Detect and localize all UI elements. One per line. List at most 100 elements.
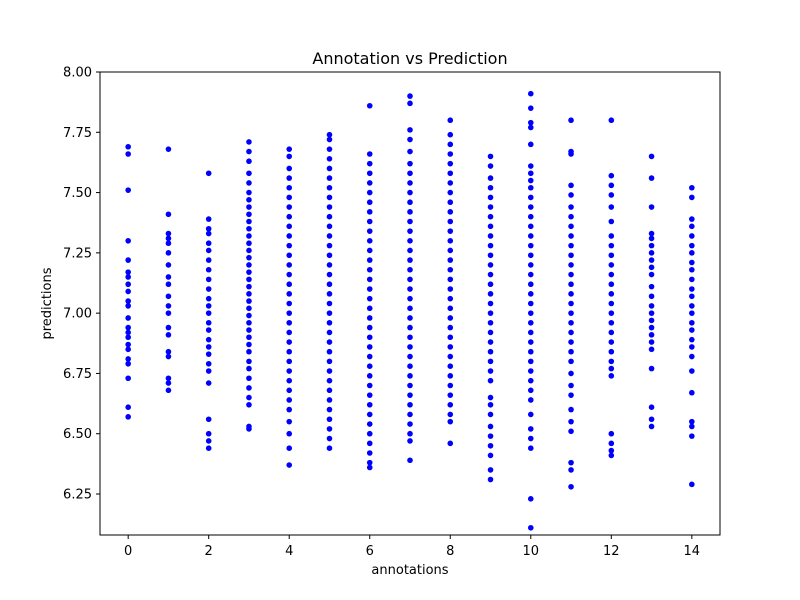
scatter-point xyxy=(205,295,212,302)
scatter-point xyxy=(125,143,131,150)
scatter-point xyxy=(648,339,655,345)
scatter-point xyxy=(568,242,574,249)
scatter-point xyxy=(608,348,615,355)
scatter-point xyxy=(205,247,212,254)
scatter-point xyxy=(366,315,373,321)
scatter-point xyxy=(366,276,373,283)
scatter-point xyxy=(286,348,293,355)
scatter-point xyxy=(568,151,574,157)
scatter-point xyxy=(608,233,615,239)
scatter-point xyxy=(447,131,454,138)
scatter-point xyxy=(527,445,534,451)
scatter-point xyxy=(447,276,454,283)
scatter-point xyxy=(527,177,534,184)
scatter-point xyxy=(366,324,373,331)
scatter-point xyxy=(447,141,454,148)
scatter-point xyxy=(689,223,695,230)
scatter-point xyxy=(286,281,293,288)
scatter-point xyxy=(125,238,131,244)
scatter-point xyxy=(407,324,413,331)
scatter-point xyxy=(246,327,252,333)
scatter-point xyxy=(527,358,534,365)
scatter-point xyxy=(568,204,574,210)
scatter-point xyxy=(326,156,333,162)
scatter-point xyxy=(407,160,413,167)
scatter-point xyxy=(689,250,695,256)
scatter-point xyxy=(568,281,574,288)
scatter-point xyxy=(246,283,252,290)
scatter-point xyxy=(447,353,454,360)
scatter-point xyxy=(608,291,615,297)
scatter-point xyxy=(608,430,615,437)
scatter-point xyxy=(246,189,252,196)
x-tick-label: 12 xyxy=(603,544,620,559)
scatter-point xyxy=(689,344,695,350)
scatter-point xyxy=(205,240,212,247)
scatter-point xyxy=(326,262,333,268)
scatter-point xyxy=(447,334,454,341)
x-tick-label: 6 xyxy=(366,544,374,559)
scatter-point xyxy=(689,310,695,316)
scatter-point xyxy=(487,339,494,345)
scatter-point xyxy=(366,382,373,389)
scatter-point xyxy=(447,286,454,292)
scatter-point xyxy=(286,430,293,437)
scatter-point xyxy=(608,182,615,189)
scatter-point xyxy=(326,435,333,442)
scatter-point xyxy=(366,305,373,312)
scatter-point xyxy=(689,418,695,425)
scatter-point xyxy=(689,336,695,343)
scatter-point xyxy=(447,238,454,244)
scatter-point xyxy=(689,259,695,266)
scatter-point xyxy=(286,165,293,172)
scatter-point xyxy=(326,165,333,172)
scatter-point xyxy=(487,394,494,401)
scatter-point xyxy=(205,230,212,237)
scatter-point xyxy=(326,242,333,249)
scatter-point xyxy=(246,298,252,304)
x-tick-label: 0 xyxy=(124,544,132,559)
y-tick-label: 8.00 xyxy=(63,66,92,81)
scatter-point xyxy=(205,266,212,273)
scatter-point xyxy=(568,300,574,307)
scatter-point xyxy=(447,295,454,302)
scatter-point xyxy=(689,319,695,326)
scatter-point xyxy=(648,404,655,410)
scatter-point xyxy=(366,373,373,379)
scatter-point xyxy=(366,334,373,341)
scatter-point xyxy=(527,204,534,210)
scatter-point xyxy=(326,131,333,138)
scatter-point xyxy=(326,348,333,355)
scatter-point xyxy=(689,266,695,273)
scatter-point xyxy=(246,139,252,145)
scatter-point xyxy=(205,327,212,333)
scatter-point xyxy=(407,421,413,427)
scatter-point xyxy=(326,213,333,220)
scatter-point xyxy=(447,151,454,157)
scatter-point xyxy=(447,411,454,418)
scatter-point xyxy=(487,442,494,449)
scatter-point xyxy=(527,170,534,177)
scatter-point xyxy=(125,414,131,420)
scatter-point xyxy=(407,247,413,254)
scatter-point xyxy=(366,228,373,234)
scatter-point xyxy=(407,180,413,186)
scatter-point xyxy=(366,266,373,273)
scatter-point xyxy=(326,175,333,181)
scatter-point xyxy=(286,223,293,230)
scatter-point xyxy=(326,319,333,326)
scatter-point xyxy=(487,175,494,181)
scatter-point xyxy=(165,262,172,268)
scatter-point xyxy=(487,377,494,384)
scatter-point xyxy=(407,127,413,133)
scatter-point xyxy=(568,329,574,336)
scatter-point xyxy=(286,418,293,425)
scatter-point xyxy=(689,216,695,222)
scatter-point xyxy=(407,382,413,389)
x-tick-label: 2 xyxy=(205,544,213,559)
scatter-point xyxy=(326,291,333,297)
scatter-point xyxy=(568,370,574,377)
scatter-point xyxy=(205,170,212,177)
scatter-point xyxy=(326,310,333,316)
scatter-point xyxy=(527,141,534,148)
